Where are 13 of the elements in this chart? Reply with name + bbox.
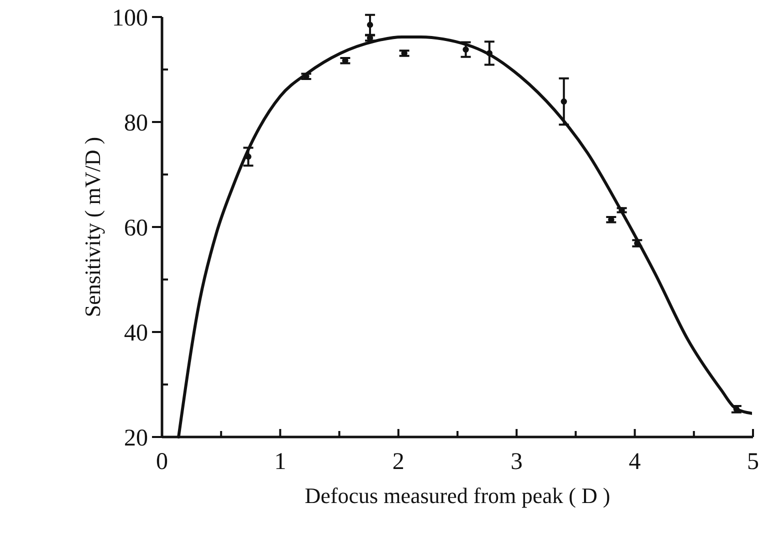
x-tick-label: 2: [392, 449, 404, 475]
x-tick-label: 3: [510, 449, 523, 475]
y-tick-label: 80: [124, 110, 148, 136]
x-tick-label: 0: [156, 449, 168, 475]
y-tick-label: 60: [124, 215, 148, 242]
x-tick-label: 1: [274, 449, 286, 475]
y-tick-label: 100: [112, 5, 148, 32]
x-tick-label: 4: [628, 449, 641, 475]
x-tick-label: 5: [747, 449, 759, 475]
y-tick-label: 40: [124, 320, 148, 346]
y-axis-title: Sensitivity ( mV/D ): [80, 136, 105, 318]
y-tick-label: 20: [124, 425, 148, 452]
x-axis-title: Defocus measured from peak ( D ): [304, 483, 610, 508]
